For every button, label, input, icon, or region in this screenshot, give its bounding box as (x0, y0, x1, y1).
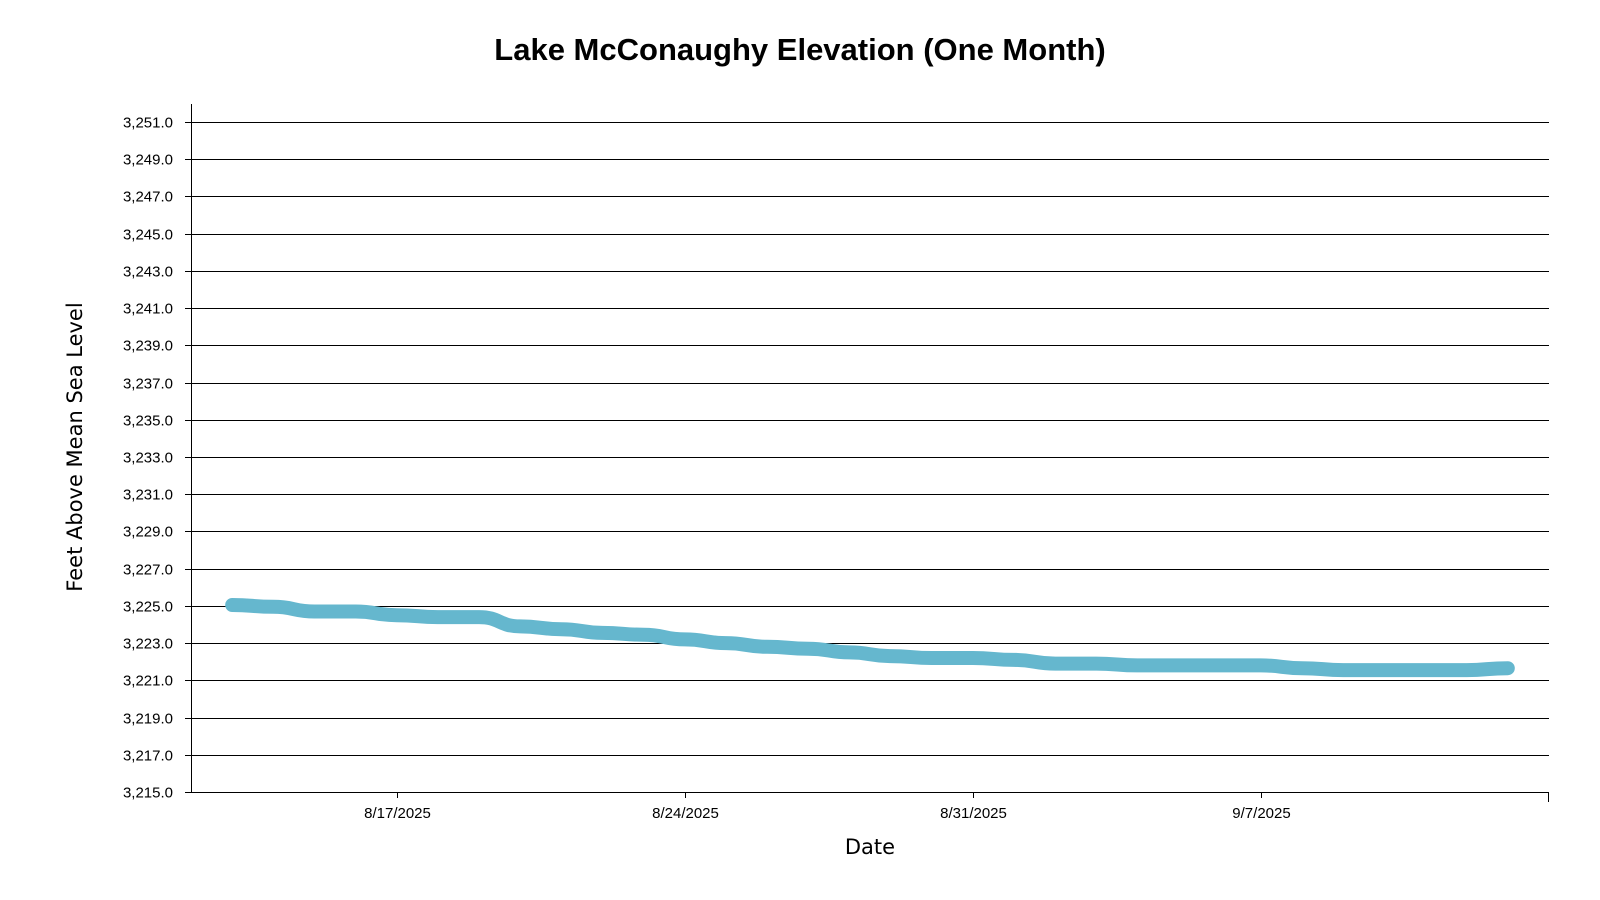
y-tick-label: 3,227.0 (123, 562, 173, 579)
series-layer (225, 598, 1515, 678)
y-tick-label: 3,221.0 (123, 673, 173, 690)
grid-lines (191, 122, 1549, 793)
y-tick-label: 3,249.0 (123, 152, 173, 169)
y-tick-label: 3,235.0 (123, 413, 173, 430)
y-axis-label: Feet Above Mean Sea Level (63, 302, 87, 591)
x-tick-label: 9/7/2025 (1232, 805, 1290, 822)
series-line (225, 598, 1515, 678)
y-tick-label: 3,215.0 (123, 785, 173, 802)
x-tick-label: 8/17/2025 (364, 805, 431, 822)
y-tick-label: 3,223.0 (123, 636, 173, 653)
x-axis-label: Date (845, 835, 895, 859)
y-tick-label: 3,245.0 (123, 227, 173, 244)
x-tick-label: 8/24/2025 (652, 805, 719, 822)
y-tick-label: 3,243.0 (123, 264, 173, 281)
y-tick-label: 3,239.0 (123, 338, 173, 355)
x-tick-label: 8/31/2025 (940, 805, 1007, 822)
y-tick-label: 3,217.0 (123, 748, 173, 765)
y-axis: 3,215.0 3,217.0 3,219.0 3,221.0 3,223.0 3,225… (123, 104, 192, 802)
y-tick-label: 3,231.0 (123, 487, 173, 504)
y-tick-label: 3,225.0 (123, 599, 173, 616)
y-tick-label: 3,233.0 (123, 450, 173, 467)
y-tick-label: 3,251.0 (123, 115, 173, 132)
y-tick-label: 3,247.0 (123, 189, 173, 206)
y-tick-label: 3,219.0 (123, 711, 173, 728)
x-axis: 8/17/2025 8/24/2025 8/31/2025 9/7/2025 (191, 792, 1549, 822)
y-tick-label: 3,241.0 (123, 301, 173, 318)
y-tick-label: 3,229.0 (123, 524, 173, 541)
y-tick-label: 3,237.0 (123, 376, 173, 393)
chart-title: Lake McConaughy Elevation (One Month) (494, 32, 1105, 67)
